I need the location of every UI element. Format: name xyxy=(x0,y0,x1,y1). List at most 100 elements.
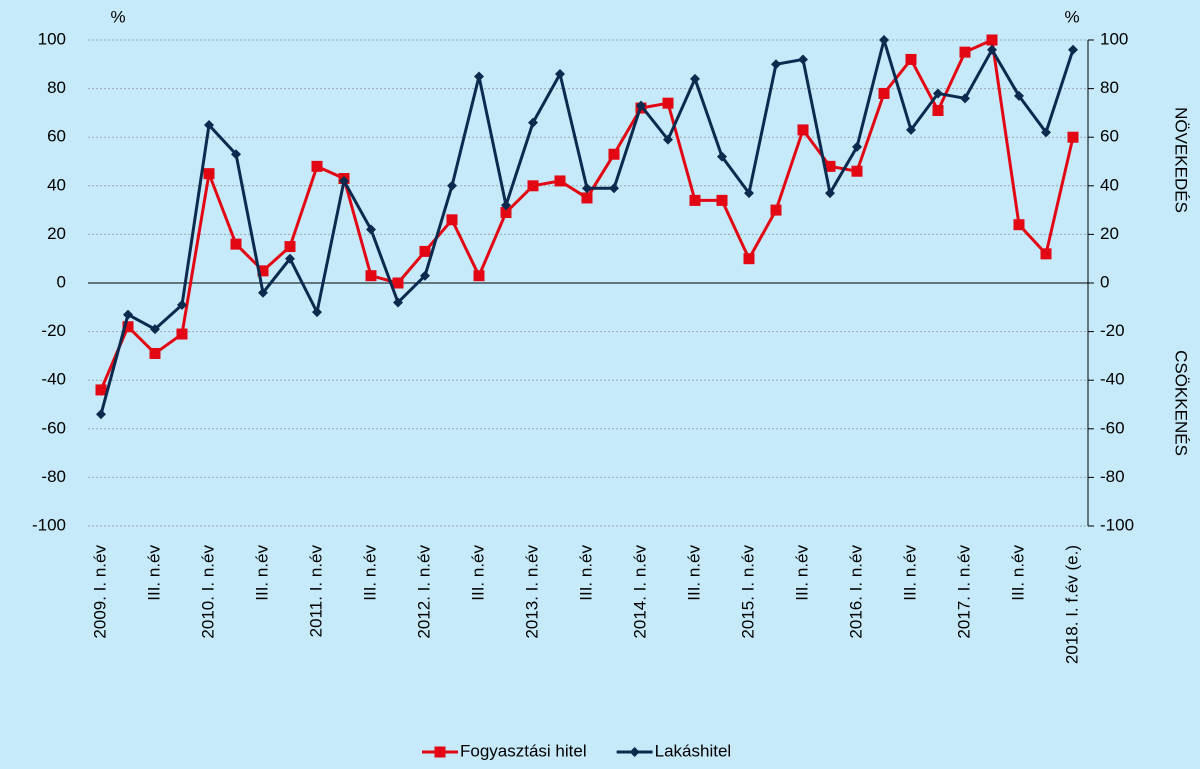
point xyxy=(204,120,214,131)
y2-tick-label: -40 xyxy=(1100,370,1125,389)
point xyxy=(636,100,646,111)
point xyxy=(554,175,566,187)
point xyxy=(1014,90,1024,101)
point xyxy=(230,238,242,250)
point xyxy=(960,93,970,104)
x-tick-label: III. n.év xyxy=(684,545,703,601)
y2-tick-label: 100 xyxy=(1100,29,1128,48)
point xyxy=(851,165,863,177)
point xyxy=(446,214,458,226)
point xyxy=(176,328,188,340)
point xyxy=(1040,248,1052,260)
y2-unit: % xyxy=(1064,7,1079,26)
point xyxy=(824,160,836,172)
y-tick-label: 100 xyxy=(38,29,66,48)
point xyxy=(284,241,296,253)
point xyxy=(311,160,323,172)
point xyxy=(420,270,430,281)
x-tick-label: 2011. I. n.év xyxy=(306,545,325,638)
y-tick-label: -60 xyxy=(41,418,66,437)
series-line xyxy=(99,34,1075,415)
point xyxy=(231,149,241,160)
point xyxy=(608,148,620,160)
point xyxy=(825,188,835,199)
point xyxy=(690,73,700,84)
x-tick-label: 2016. I. n.év xyxy=(846,545,865,639)
point xyxy=(798,54,808,65)
point xyxy=(663,134,673,145)
point xyxy=(609,183,619,194)
x-tick-label: 2009. I. n.év xyxy=(90,545,109,639)
y2-tick-label: 20 xyxy=(1100,224,1119,243)
x-tick-label: III. n.év xyxy=(576,545,595,601)
y2-title-bottom: CSÖKKENÉS xyxy=(1172,350,1191,456)
x-tick-label: 2018. I. f.év (e.) xyxy=(1062,545,1081,664)
y-unit: % xyxy=(110,7,125,26)
y2-tick-label: 60 xyxy=(1100,127,1119,146)
point xyxy=(717,151,727,162)
point xyxy=(797,124,809,136)
x-tick-label: III. n.év xyxy=(792,545,811,601)
point xyxy=(986,34,998,46)
y2-tick-label: 40 xyxy=(1100,175,1119,194)
point xyxy=(96,409,106,420)
y2-tick-label: 80 xyxy=(1100,78,1119,97)
point xyxy=(257,265,269,277)
y-tick-label: -40 xyxy=(41,370,66,389)
x-tick-label: 2017. I. n.év xyxy=(954,545,973,639)
point xyxy=(122,321,134,333)
point xyxy=(743,253,755,265)
y-tick-label: 80 xyxy=(47,78,66,97)
point xyxy=(447,180,457,191)
point xyxy=(933,88,943,99)
y-tick-label: 0 xyxy=(57,272,66,291)
point xyxy=(95,384,107,396)
y2-title-top: NÖVEKEDÉS xyxy=(1172,107,1191,213)
point xyxy=(1067,131,1079,143)
y-tick-label: 40 xyxy=(47,175,66,194)
x-tick-label: 2013. I. n.év xyxy=(522,545,541,639)
x-tick-label: 2012. I. n.év xyxy=(414,545,433,639)
point xyxy=(905,53,917,65)
point xyxy=(555,69,565,80)
point xyxy=(419,245,431,257)
point xyxy=(932,104,944,116)
legend-label: Fogyasztási hitel xyxy=(460,741,587,760)
point xyxy=(629,747,640,757)
point xyxy=(1041,127,1051,138)
point xyxy=(501,200,511,211)
point xyxy=(582,183,592,194)
x-tick-label: III. n.év xyxy=(144,545,163,601)
y-tick-label: 20 xyxy=(47,224,66,243)
point xyxy=(1013,219,1025,231)
x-tick-label: III. n.év xyxy=(252,545,271,601)
y2-tick-label: -80 xyxy=(1100,467,1125,486)
point xyxy=(392,277,404,289)
point xyxy=(959,46,971,58)
y-tick-label: -100 xyxy=(32,515,66,534)
point xyxy=(150,324,160,335)
x-tick-label: III. n.év xyxy=(360,545,379,601)
point xyxy=(339,175,349,186)
point xyxy=(285,253,295,264)
point xyxy=(474,71,484,82)
point xyxy=(744,188,754,199)
point xyxy=(177,299,187,310)
point xyxy=(366,224,376,235)
y2-tick-label: -60 xyxy=(1100,418,1125,437)
x-tick-label: III. n.év xyxy=(468,545,487,601)
point xyxy=(716,194,728,206)
point xyxy=(365,270,377,282)
point xyxy=(879,35,889,45)
y-tick-label: -20 xyxy=(41,321,66,340)
y-tick-label: -80 xyxy=(41,467,66,486)
point xyxy=(852,141,862,152)
point xyxy=(878,87,890,99)
point xyxy=(906,124,916,135)
y2-tick-label: -20 xyxy=(1100,321,1125,340)
y-tick-label: 60 xyxy=(47,127,66,146)
point xyxy=(771,59,781,70)
y2-tick-label: -100 xyxy=(1100,515,1134,534)
